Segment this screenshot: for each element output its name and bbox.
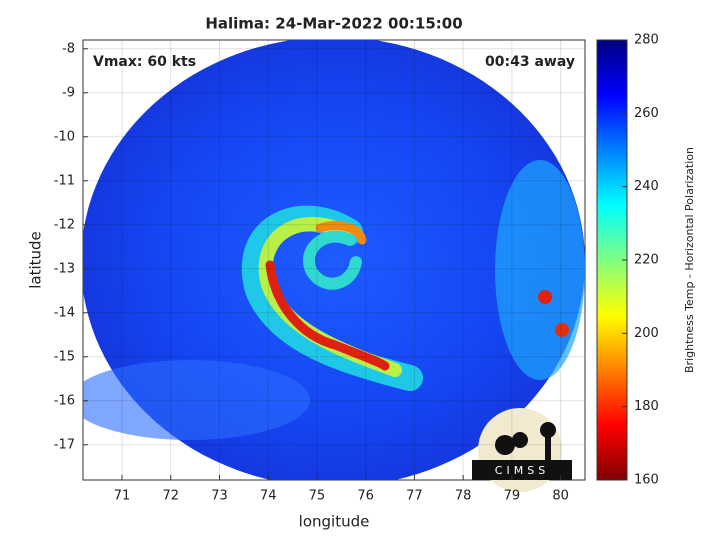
colorbar-label: Brightness Temp - Horizontal Polarizatio…	[683, 147, 696, 373]
x-tick-label: 74	[260, 489, 277, 504]
x-tick-label: 78	[455, 489, 472, 504]
x-tick-label: 72	[162, 489, 179, 504]
y-tick-label: -17	[54, 437, 75, 452]
y-tick-label: -14	[54, 305, 75, 320]
colorbar-tick-label: 240	[634, 179, 659, 194]
logo-text: CIMSS	[495, 464, 549, 477]
y-axis-label: latitude	[27, 231, 45, 289]
colorbar-tick-label: 180	[634, 399, 659, 414]
y-tick-label: -8	[62, 41, 75, 56]
x-tick-label: 76	[357, 489, 374, 504]
y-tick-label: -15	[54, 349, 75, 364]
y-tick-label: -12	[54, 217, 75, 232]
y-tick-label: -9	[62, 85, 75, 100]
colorbar-tick-label: 260	[634, 106, 659, 121]
x-tick-label: 75	[309, 489, 326, 504]
annotation: Vmax: 60 kts	[93, 54, 196, 70]
x-tick-label: 79	[504, 489, 521, 504]
chart-title: Halima: 24-Mar-2022 00:15:00	[205, 15, 462, 33]
y-tick-label: -11	[54, 173, 75, 188]
colorbar-tick-label: 280	[634, 33, 659, 48]
colorbar-tick-label: 160	[634, 473, 659, 488]
colorbar-tick-label: 200	[634, 326, 659, 341]
x-tick-label: 73	[211, 489, 228, 504]
logo: CIMSS	[472, 408, 572, 492]
x-tick-label: 71	[114, 489, 131, 504]
x-axis-label: longitude	[299, 513, 370, 531]
colorbar-tick-label: 220	[634, 253, 659, 268]
y-tick-label: -10	[54, 129, 75, 144]
x-tick-label: 77	[406, 489, 423, 504]
annotation: 00:43 away	[485, 54, 575, 70]
swath-image	[83, 40, 585, 480]
y-tick-label: -13	[54, 261, 75, 276]
y-tick-label: -16	[54, 393, 75, 408]
x-tick-label: 80	[552, 489, 569, 504]
